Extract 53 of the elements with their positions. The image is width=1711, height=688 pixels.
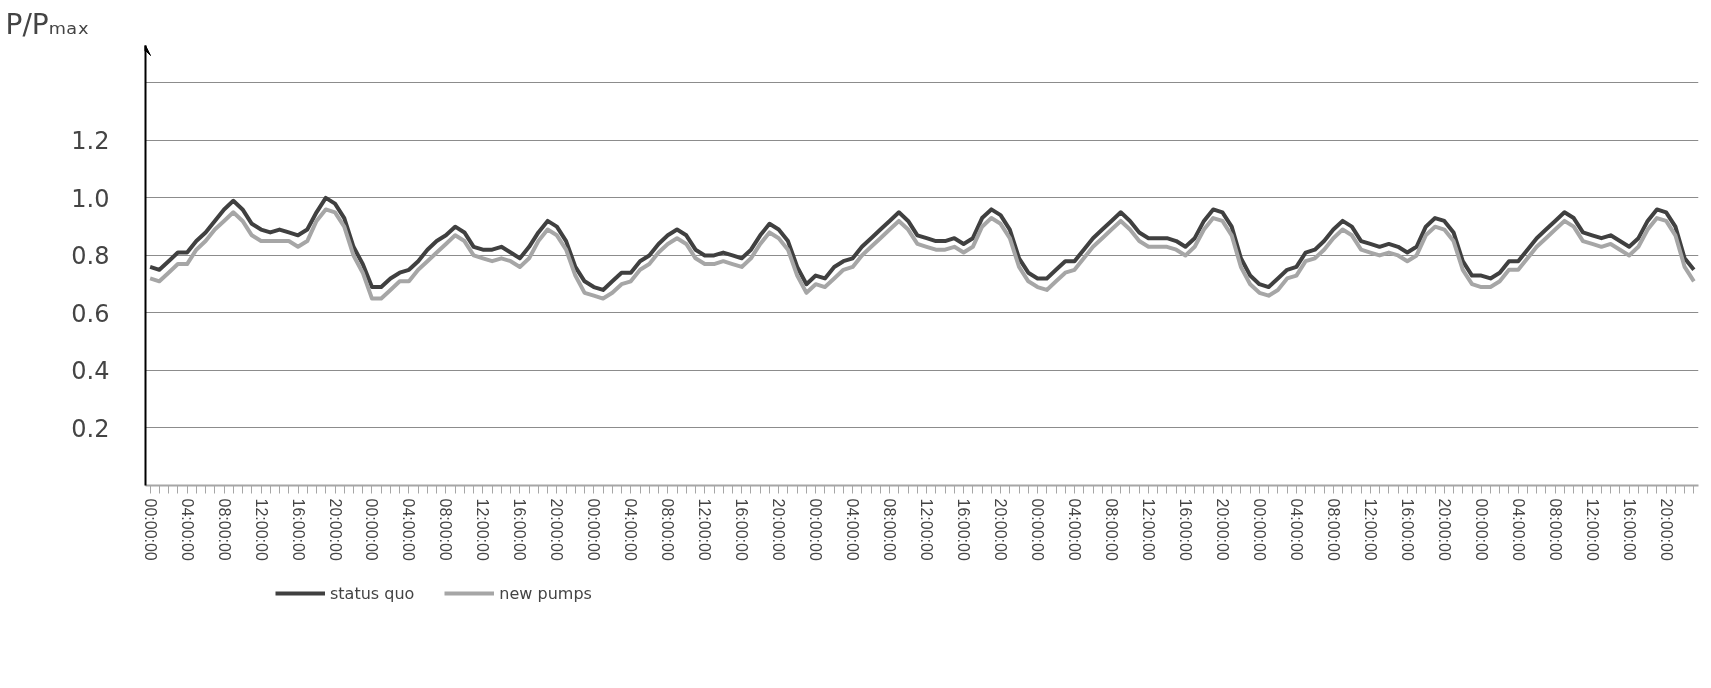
x-tick-label: 12:00:00	[1139, 498, 1157, 561]
x-tick-label: 12:00:00	[1361, 498, 1379, 561]
x-tick-label: 00:00:00	[1250, 498, 1268, 561]
x-tick-label: 00:00:00	[1029, 498, 1047, 561]
x-tick-label: 12:00:00	[918, 498, 936, 561]
x-tick-label: 16:00:00	[1176, 498, 1194, 561]
x-tick-label: 12:00:00	[696, 498, 714, 561]
y-tick-label: 0.6	[71, 299, 110, 328]
x-tick-label: 00:00:00	[363, 498, 381, 561]
x-tick-label: 16:00:00	[289, 498, 307, 561]
x-tick-label: 08:00:00	[437, 498, 455, 561]
x-tick-label: 04:00:00	[1066, 498, 1084, 561]
x-tick-label: 12:00:00	[252, 498, 270, 561]
x-tick-label: 08:00:00	[1546, 498, 1564, 561]
x-tick-label: 04:00:00	[622, 498, 640, 561]
x-tick-label: 08:00:00	[659, 498, 677, 561]
x-tick-label: 20:00:00	[992, 498, 1010, 561]
x-tick-label: 00:00:00	[585, 498, 603, 561]
x-tick-label: 08:00:00	[215, 498, 233, 561]
line-series	[148, 207, 1696, 301]
x-tick-label: 08:00:00	[881, 498, 899, 561]
y-tick-label: 0.8	[71, 242, 110, 271]
y-tick-label: 1.2	[71, 127, 110, 156]
x-tick-label: 20:00:00	[326, 498, 344, 561]
x-tick-label: 04:00:00	[400, 498, 418, 561]
x-tick-label: 16:00:00	[1398, 498, 1416, 561]
x-tick-label: 16:00:00	[955, 498, 973, 561]
x-tick-label: 08:00:00	[1103, 498, 1120, 561]
line-series	[148, 195, 1696, 292]
x-tick-label: 12:00:00	[474, 498, 492, 561]
x-tick-label: 20:00:00	[1435, 498, 1453, 561]
legend-label: status quo	[330, 583, 415, 603]
x-tick-label: 00:00:00	[1472, 498, 1490, 561]
x-tick-label: 16:00:00	[733, 498, 751, 561]
x-tick-label: 04:00:00	[1287, 498, 1305, 561]
x-tick-label: 12:00:00	[1583, 498, 1601, 561]
legend-label: new pumps	[499, 583, 592, 603]
x-tick-label: 20:00:00	[770, 498, 788, 561]
x-tick-label: 20:00:00	[548, 498, 566, 561]
x-tick-label: 20:00:00	[1657, 498, 1675, 561]
x-tick-label: 00:00:00	[807, 498, 825, 561]
y-tick-label: 0.4	[71, 357, 110, 386]
x-tick-label: 04:00:00	[1509, 498, 1527, 561]
x-tick-label: 00:00:00	[141, 498, 159, 561]
y-axis-title: P/Pₘₐₓ	[5, 7, 90, 41]
x-tick-label: 04:00:00	[844, 498, 862, 561]
x-tick-label: 16:00:00	[511, 498, 529, 561]
x-tick-label: 16:00:00	[1620, 498, 1638, 561]
x-tick-label: 08:00:00	[1324, 498, 1342, 561]
y-tick-label: 1.0	[71, 184, 110, 213]
x-tick-label: 20:00:00	[1213, 498, 1231, 561]
y-tick-label: 0.2	[71, 414, 110, 443]
x-tick-label: 04:00:00	[178, 498, 196, 561]
